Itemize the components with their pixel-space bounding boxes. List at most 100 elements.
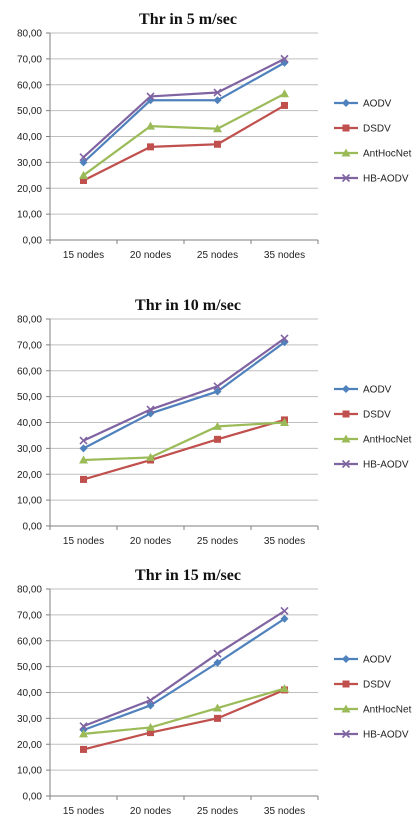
chart-panel-2: Thr in 10 m/sec 0,00 10,00 20,00 30,00 40,00 5… [0,286,416,564]
data-point [280,606,289,616]
y-tick-label: 40,00 [17,132,42,143]
y-tick-label: 30,00 [17,714,42,725]
chart-panel-3: Thr in 15 m/sec 0,00 10,00 20,00 30,00 40,00 5… [0,556,416,834]
x-tick-label: 35 nodes [264,806,305,817]
legend-label: DSDV [363,124,391,135]
series-dsdv [80,416,288,483]
x-tick-label: 35 nodes [264,250,305,261]
data-point [213,96,222,105]
legend-item: AODV [334,655,392,666]
data-point [79,444,88,453]
series-hb-aodv [79,606,289,731]
y-tick-label: 40,00 [17,688,42,699]
series-hb-aodv [79,54,289,162]
legend-label: AntHocNet [363,149,412,160]
legend-label: HB-AODV [363,460,409,471]
series-aodv [79,58,289,167]
y-tick-label: 50,00 [17,392,42,403]
legend-label: HB-AODV [363,730,409,741]
data-point [80,176,87,184]
series-line [83,421,285,462]
legend-marker [342,99,350,107]
legend-item: AntHocNet [334,704,412,716]
data-point [213,124,222,133]
chart-svg: Thr in 5 m/sec 0,00 10,00 20,00 30,00 40,00 50… [17,11,412,261]
data-point [213,649,222,658]
legend-item: AODV [334,99,392,110]
x-tick-label: 15 nodes [63,536,104,547]
chart-svg: Thr in 15 m/sec 0,00 10,00 20,00 30,00 40,00 5… [17,567,412,817]
y-tick-label: 70,00 [17,54,42,65]
x-tick-label: 20 nodes [130,536,171,547]
chart-title: Thr in 5 m/sec [139,11,237,28]
data-point [214,140,221,148]
series-dsdv [80,101,288,184]
series-line [83,104,286,182]
legend-marker [342,680,350,688]
series-line [82,341,286,450]
series-line [82,92,286,177]
y-tick-label: 40,00 [17,418,42,429]
series-aodv [79,614,289,735]
data-point [146,722,155,731]
chart-title: Thr in 10 m/sec [135,297,241,314]
legend-marker [341,729,351,739]
x-tick-label: 20 nodes [130,806,171,817]
data-point [214,435,221,443]
legend-marker [341,434,351,443]
legend-marker [341,148,351,157]
data-point [146,701,155,710]
series-line [83,687,285,735]
data-point [146,121,155,130]
legend-marker [342,385,350,393]
y-tick-label: 10,00 [17,766,42,777]
data-point [280,54,289,63]
legend-item: DSDV [334,680,391,691]
y-tick-label: 50,00 [17,106,42,117]
data-point [280,89,289,98]
series-hb-aodv [79,334,289,445]
x-tick-label: 25 nodes [197,536,238,547]
data-point [213,421,222,430]
series-line [83,617,286,732]
legend-marker [342,124,350,132]
y-tick-label: 80,00 [17,585,42,596]
y-tick-label: 20,00 [17,184,42,195]
data-point [280,334,289,343]
data-point [147,729,154,737]
data-point [79,436,88,445]
data-point [214,714,221,722]
legend-item: AODV [334,385,392,396]
legend-item: DSDV [334,124,391,135]
x-tick-label: 15 nodes [63,250,104,261]
legend-label: DSDV [363,410,391,421]
data-point [280,614,289,623]
legend-label: AODV [363,99,392,110]
y-tick-label: 0,00 [23,236,43,247]
y-tick-label: 30,00 [17,158,42,169]
x-tick-label: 20 nodes [130,250,171,261]
legend-item: HB-AODV [334,730,409,741]
series-line [83,337,286,442]
data-point [213,703,222,712]
series-line [83,418,285,481]
series-line [83,610,286,728]
legend-item: AntHocNet [334,434,412,446]
data-point [80,745,87,753]
data-point [280,684,289,693]
y-tick-label: 70,00 [17,610,42,621]
legend-label: AntHocNet [363,705,412,716]
y-tick-label: 60,00 [17,80,42,91]
data-point [79,170,88,179]
series-anthocnet [79,89,289,179]
series-anthocnet [79,418,289,464]
y-tick-label: 0,00 [23,522,43,533]
data-point [146,92,155,101]
data-point [79,729,88,738]
legend-label: HB-AODV [363,174,409,185]
x-tick-label: 15 nodes [63,806,104,817]
series-aodv [79,338,289,453]
legend-label: DSDV [363,680,391,691]
data-point [213,88,222,97]
data-point [213,658,222,667]
